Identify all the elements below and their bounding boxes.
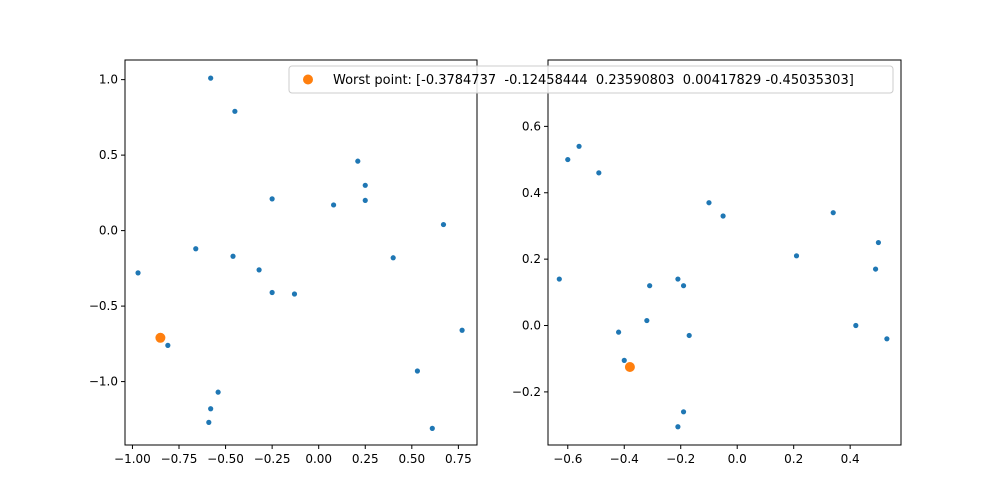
x-tick-label: −0.50 xyxy=(207,452,244,466)
data-point xyxy=(165,342,171,348)
x-tick-label: −1.00 xyxy=(114,452,151,466)
y-tick-label: −0.5 xyxy=(89,299,118,313)
data-point xyxy=(853,322,859,329)
x-tick-label: −0.25 xyxy=(254,452,291,466)
x-tick-label: 0.75 xyxy=(445,452,472,466)
data-point xyxy=(362,182,368,188)
data-point xyxy=(830,210,836,216)
y-tick-label: 0.2 xyxy=(522,252,541,266)
data-point xyxy=(680,283,687,289)
y-tick-label: 0.0 xyxy=(522,319,541,333)
data-point xyxy=(616,329,622,335)
data-point xyxy=(680,409,687,415)
data-point xyxy=(208,406,214,412)
data-point xyxy=(459,327,465,333)
legend-marker xyxy=(303,74,313,85)
x-tick-label: 0.0 xyxy=(728,452,747,466)
data-point xyxy=(429,425,435,431)
data-point xyxy=(232,108,238,114)
worst-point xyxy=(624,362,635,372)
legend: Worst point: [-0.3784737 -0.12458444 0.2… xyxy=(288,65,894,94)
data-point xyxy=(793,253,800,259)
data-point xyxy=(644,317,650,324)
axes-frame xyxy=(124,59,478,446)
y-tick-label: 0.6 xyxy=(522,119,541,133)
data-point xyxy=(330,202,337,208)
y-tick-label: −1.0 xyxy=(89,375,118,389)
data-point xyxy=(884,336,890,342)
legend-label: Worst point: [-0.3784737 -0.12458444 0.2… xyxy=(333,73,854,88)
data-point xyxy=(230,253,236,259)
x-tick-label: 0.00 xyxy=(305,452,332,466)
axes-frame xyxy=(547,59,902,446)
data-point xyxy=(596,170,602,176)
data-point xyxy=(390,255,396,261)
x-tick-label: 0.2 xyxy=(784,452,803,466)
x-tick-label: −0.75 xyxy=(161,452,198,466)
data-point xyxy=(206,419,212,425)
data-point xyxy=(193,246,199,252)
data-point xyxy=(686,332,692,339)
y-tick-label: 0.5 xyxy=(99,148,118,162)
data-point xyxy=(675,424,681,430)
data-point xyxy=(362,197,368,204)
data-point xyxy=(440,221,447,228)
data-point xyxy=(556,276,562,282)
data-point xyxy=(208,75,214,81)
x-tick-label: 0.50 xyxy=(398,452,425,466)
y-tick-label: −0.2 xyxy=(512,385,541,399)
data-point xyxy=(565,156,571,163)
data-point xyxy=(576,143,582,149)
data-point xyxy=(269,289,275,296)
y-tick-label: 0.4 xyxy=(522,186,541,200)
legend-box xyxy=(288,65,894,94)
data-point xyxy=(621,357,627,363)
x-tick-label: 0.25 xyxy=(352,452,379,466)
data-point xyxy=(135,270,141,276)
data-point xyxy=(720,213,726,219)
data-point xyxy=(647,283,653,289)
data-point xyxy=(872,266,879,272)
worst-point xyxy=(155,332,166,343)
x-tick-label: −0.4 xyxy=(610,452,639,466)
data-point xyxy=(256,267,262,273)
data-point xyxy=(291,291,298,297)
right-scatter-plot: −0.6 −0.4 −0.2 0.0 0.2 0.4 −0.2 0.0 0.2 0.4 0.6 xyxy=(512,59,902,466)
left-scatter-plot: −1.00 −0.75 −0.50 −0.25 0.00 0.25 0.50 0.75 −1.0… xyxy=(89,59,478,466)
data-point xyxy=(675,276,681,282)
y-tick-label: 0.0 xyxy=(99,224,118,238)
x-tick-label: −0.2 xyxy=(666,452,695,466)
data-point xyxy=(414,368,420,374)
y-tick-label: 1.0 xyxy=(99,73,118,87)
data-point xyxy=(875,239,882,246)
x-tick-label: 0.4 xyxy=(841,452,860,466)
x-tick-label: −0.6 xyxy=(553,452,582,466)
data-point xyxy=(706,200,712,206)
data-point xyxy=(355,158,361,164)
data-point xyxy=(269,196,275,202)
data-point xyxy=(215,389,221,395)
